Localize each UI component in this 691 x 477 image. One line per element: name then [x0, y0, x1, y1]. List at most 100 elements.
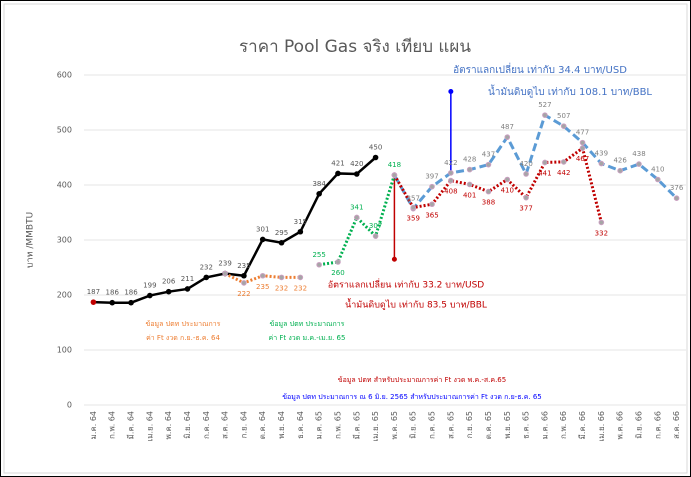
data-label: 301 [256, 225, 269, 233]
point [241, 272, 247, 279]
data-label: 260 [331, 269, 344, 277]
data-label: 421 [331, 159, 344, 167]
x-tick-label: พ.ย. 65 [503, 411, 512, 439]
point [504, 134, 511, 140]
point [579, 139, 586, 146]
annotation: ข้อมูล ปตท ประมาณการ [270, 320, 345, 328]
point [335, 259, 341, 265]
x-tick-label: มี.ค. 65 [352, 411, 361, 439]
point [523, 194, 529, 201]
chart-area [3, 3, 688, 474]
data-label: 477 [576, 129, 589, 137]
data-label: 450 [369, 144, 382, 152]
annotation: ค่า Ft งวด ก.ย.-ธ.ค. 64 [146, 334, 220, 342]
series-line [318, 174, 396, 267]
data-label: 187 [87, 288, 100, 296]
data-label: 235 [237, 262, 250, 270]
data-label: 186 [106, 289, 120, 297]
point [448, 170, 454, 176]
data-label: 467 [576, 155, 589, 163]
point [372, 233, 379, 239]
data-label: 527 [538, 101, 551, 109]
data-label: 357 [407, 195, 420, 203]
point [485, 161, 492, 168]
x-tick-label: ต.ค. 65 [484, 411, 493, 439]
data-label: 442 [557, 169, 570, 177]
data-label: 420 [519, 160, 532, 168]
y-tick-label: 500 [57, 126, 72, 135]
x-tick-label: มิ.ย. 64 [183, 411, 192, 439]
data-label: 420 [350, 160, 363, 168]
data-label: 365 [425, 211, 438, 219]
x-tick-label: ก.พ. 65 [333, 411, 342, 439]
y-tick-label: 200 [57, 291, 72, 300]
x-tick-label: พ.ค. 65 [390, 411, 399, 439]
point [353, 171, 360, 177]
data-label: 206 [162, 278, 176, 286]
data-label: 410 [651, 166, 664, 174]
x-tick-label: เม.ย. 66 [597, 411, 606, 442]
annotation: อัตราแลกเปลี่ยน เท่ากับ 34.4 บาท/USD [453, 62, 627, 76]
point [466, 166, 473, 173]
point [128, 299, 134, 306]
point [560, 123, 567, 129]
x-tick-label: ก.ย. 64 [239, 411, 248, 438]
x-tick-label: ก.พ. 64 [108, 411, 117, 439]
x-tick-label: ก.ค. 64 [202, 411, 211, 439]
data-label: 199 [143, 282, 156, 290]
point [654, 176, 661, 183]
series-line [93, 156, 377, 304]
y-tick-label: 0 [67, 401, 72, 410]
x-tick-label: มิ.ย. 66 [634, 411, 643, 439]
data-label: 222 [237, 290, 250, 298]
y-tick-label: 300 [57, 236, 72, 245]
x-tick-label: พ.ย. 64 [277, 411, 286, 439]
point [391, 172, 398, 178]
data-label: 441 [538, 169, 551, 177]
annotation: ข้อมูล ปตท สำหรับประมาณการค่า Ft งวด พ.ค… [338, 376, 506, 384]
annotation: ข้อมูล ปตท ประมาณการ [146, 320, 221, 328]
data-label: 408 [444, 188, 457, 196]
point [109, 299, 116, 306]
point [504, 176, 511, 183]
y-tick-label: 400 [57, 181, 72, 190]
data-label: 295 [275, 229, 288, 237]
data-label: 232 [200, 263, 213, 271]
x-tick-label: ม.ค. 64 [89, 411, 98, 439]
data-label: 397 [425, 173, 438, 181]
data-label: 341 [350, 203, 363, 211]
data-label: 315 [294, 218, 307, 226]
point [297, 274, 304, 281]
y-tick-label: 600 [57, 71, 72, 80]
data-label: 388 [482, 199, 495, 207]
data-label: 377 [519, 205, 532, 213]
data-label: 376 [670, 184, 684, 192]
point [448, 177, 454, 184]
data-label: 235 [256, 283, 269, 291]
x-tick-label: ส.ค. 66 [672, 411, 681, 439]
data-label: 211 [181, 275, 194, 283]
data-label: 239 [218, 260, 231, 268]
annotation: น้ำมันดิบดูไบ เท่ากับ 83.5 บาท/BBL [345, 298, 487, 311]
pointer-end [391, 256, 397, 262]
x-tick-label: ต.ค. 64 [258, 411, 267, 439]
point [335, 170, 341, 177]
data-label: 232 [275, 284, 288, 292]
point [297, 228, 304, 235]
point [353, 214, 360, 221]
point [259, 236, 266, 243]
point [598, 160, 605, 167]
point [278, 239, 285, 246]
x-tick-label: ส.ค. 65 [446, 411, 455, 439]
x-tick-label: ธ.ค. 64 [296, 411, 305, 439]
point [184, 286, 191, 292]
data-label: 428 [463, 156, 476, 164]
x-tick-label: ส.ค. 64 [221, 411, 230, 439]
point [316, 191, 322, 197]
point [165, 288, 172, 295]
data-label: 487 [501, 123, 514, 131]
data-label: 438 [632, 150, 645, 158]
data-label: 384 [312, 180, 326, 188]
